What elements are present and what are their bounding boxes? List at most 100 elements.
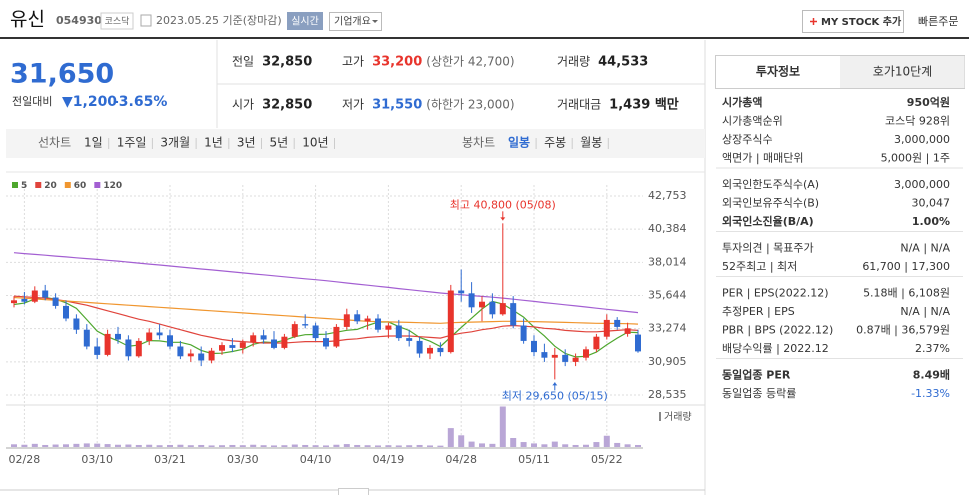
annotation-arrowhead	[500, 217, 506, 221]
candle-body	[42, 290, 49, 298]
volume-bar	[572, 444, 579, 447]
y-tick-label: 33,274	[648, 322, 687, 335]
volume-bar	[167, 444, 173, 447]
period-tab[interactable]: 3년	[237, 136, 256, 150]
info-tab-label: 투자정보	[756, 64, 800, 79]
volume-bar	[364, 445, 371, 447]
volume-bar	[21, 444, 28, 447]
calendar-icon	[140, 14, 152, 27]
volume-bar	[11, 444, 17, 447]
info-tab[interactable]	[716, 56, 840, 88]
annotation: 최저 29,650 (05/15)	[502, 389, 608, 402]
quote-label: 거래량	[557, 55, 590, 69]
quick-order[interactable]: 빠른주문	[918, 15, 958, 28]
quote-label: 전일	[232, 55, 254, 69]
quote-label: 저가	[342, 98, 364, 112]
period-tab[interactable]: 1년	[204, 136, 223, 150]
volume-bar	[499, 406, 506, 447]
stock-name: 유신	[10, 9, 45, 31]
my-stock-text: MY STOCK 추가	[821, 15, 902, 28]
info-label: 상장주식수	[722, 133, 773, 146]
candle-body	[229, 345, 236, 348]
volume-bar	[281, 445, 288, 447]
ma-line	[13, 252, 639, 314]
period-tab[interactable]: 1일	[84, 136, 103, 150]
period-tab[interactable]: 월봉	[580, 136, 602, 150]
info-tab[interactable]	[840, 56, 965, 88]
plus-icon	[810, 18, 817, 25]
candle-body	[458, 290, 465, 294]
info-label: 외국인소진율(B/A)	[722, 214, 814, 228]
candle-body	[531, 340, 537, 353]
info-label: 52주최고 | 최저	[722, 260, 797, 273]
y-tick-label: 42,753	[648, 189, 687, 202]
volume-bar	[83, 443, 90, 447]
candle-body	[146, 332, 153, 341]
candle-body	[624, 328, 631, 334]
my-stock-button[interactable]	[802, 10, 904, 33]
volume-bar	[250, 444, 257, 447]
info-value: 61,700 | 17,300	[862, 260, 950, 273]
legend-label: 20	[44, 181, 57, 191]
volume-bar	[354, 444, 361, 447]
candle-body	[416, 340, 423, 354]
volume-bar	[635, 444, 641, 447]
candle-body	[551, 354, 558, 358]
x-tick-label: 05/22	[591, 453, 623, 466]
change-rate: -3.65%	[113, 94, 167, 110]
info-label: 동일업종 PER	[722, 368, 791, 382]
volume-bar	[531, 443, 537, 447]
candle-body	[73, 318, 80, 330]
period-tab[interactable]: 3개월	[160, 136, 190, 150]
candle-body	[239, 342, 246, 348]
volume-bar	[156, 445, 163, 447]
period-tab[interactable]: 주봉	[544, 136, 566, 150]
volume-bar	[541, 444, 548, 447]
realtime-badge[interactable]	[287, 12, 323, 30]
volume-bar	[115, 444, 121, 447]
quote-value: 44,533	[598, 55, 648, 70]
candle-body	[323, 338, 329, 347]
candle-body	[343, 314, 350, 327]
company-info-button[interactable]	[329, 12, 382, 31]
volume-bar	[479, 443, 485, 447]
candle-body	[427, 347, 433, 354]
ma-line	[13, 296, 639, 325]
candle-body	[395, 325, 402, 339]
candle-body	[479, 301, 485, 308]
volume-bar	[52, 444, 59, 447]
quote-value: 33,200	[372, 55, 422, 70]
period-tab[interactable]: 1주일	[117, 136, 147, 150]
market-badge-text: 코스닥	[105, 16, 130, 27]
quote-value: 1,439 백만	[609, 97, 679, 113]
volume-bar	[271, 445, 277, 447]
y-tick-label: 40,384	[648, 222, 687, 235]
annotation: 최고 40,800 (05/08)	[450, 198, 556, 211]
volume-bar	[198, 444, 205, 447]
volume-bar	[333, 444, 340, 447]
dropdown-arrow	[372, 20, 378, 23]
candle-body	[177, 346, 184, 357]
candle-body	[208, 350, 215, 361]
candle-body	[541, 352, 548, 358]
collapse-handle[interactable]	[338, 488, 369, 495]
market-badge	[100, 12, 134, 30]
candle-body	[21, 298, 28, 302]
period-tab[interactable]: 5년	[270, 136, 289, 150]
volume-bar	[458, 435, 465, 447]
stock-code: 054930	[56, 14, 102, 27]
volume-bar	[562, 444, 569, 447]
volume-bar	[187, 445, 194, 447]
info-value: 3,000,000	[894, 133, 950, 146]
candle-body	[312, 325, 319, 339]
candle-body	[437, 347, 444, 353]
period-tab[interactable]: 일봉	[508, 136, 530, 150]
candle-body	[614, 319, 621, 327]
info-label: PER | EPS(2022.12)	[722, 287, 829, 300]
volume-bar	[177, 444, 184, 447]
y-tick-label: 30,905	[648, 355, 687, 368]
volume-bar	[146, 444, 153, 447]
period-tab[interactable]: 10년	[302, 136, 328, 150]
info-label: 시가총액	[722, 95, 762, 109]
candle-body	[31, 290, 38, 302]
